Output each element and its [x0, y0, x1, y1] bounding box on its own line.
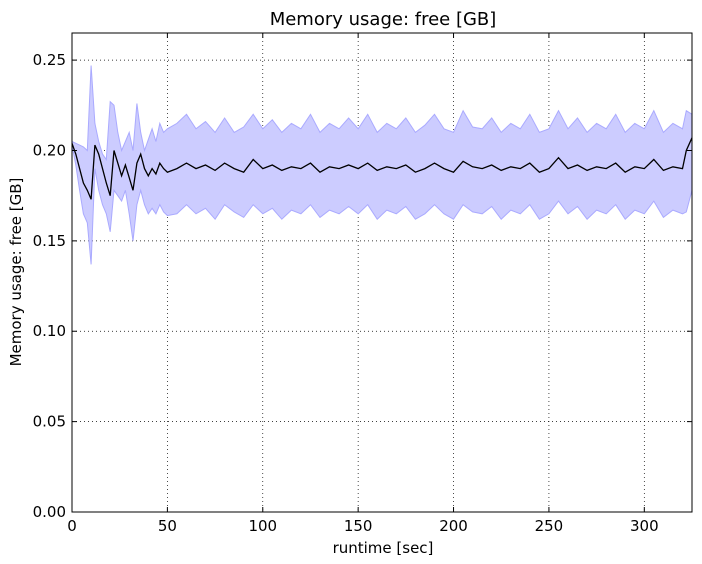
band-area [71, 65, 693, 265]
x-tick-label: 150 [344, 517, 373, 535]
chart-title: Memory usage: free [GB] [270, 9, 497, 30]
y-tick-label: 0.10 [33, 322, 66, 340]
x-tick-label: 250 [535, 517, 564, 535]
y-tick-label: 0.20 [33, 141, 66, 159]
grid-lines [72, 33, 692, 512]
y-tick-label: 0.00 [33, 503, 66, 521]
confidence-band [71, 65, 693, 265]
mean-series-line [71, 137, 693, 200]
y-tick-label: 0.25 [33, 51, 66, 69]
y-axis-ticks: 0.00 0.05 0.10 0.15 0.20 0.25 [33, 51, 692, 521]
x-tick-label: 300 [630, 517, 659, 535]
x-tick-label: 100 [248, 517, 277, 535]
y-axis-label: Memory usage: free [GB] [7, 178, 25, 367]
y-tick-label: 0.15 [33, 232, 66, 250]
plot-frame [71, 32, 693, 513]
x-tick-label: 200 [439, 517, 468, 535]
mean-line [71, 137, 693, 200]
x-axis-ticks: 0 50 100 150 200 250 300 [67, 33, 659, 535]
y-tick-label: 0.05 [33, 413, 66, 431]
x-axis-label: runtime [sec] [333, 539, 434, 557]
x-tick-label: 50 [158, 517, 177, 535]
x-tick-label: 0 [67, 517, 77, 535]
